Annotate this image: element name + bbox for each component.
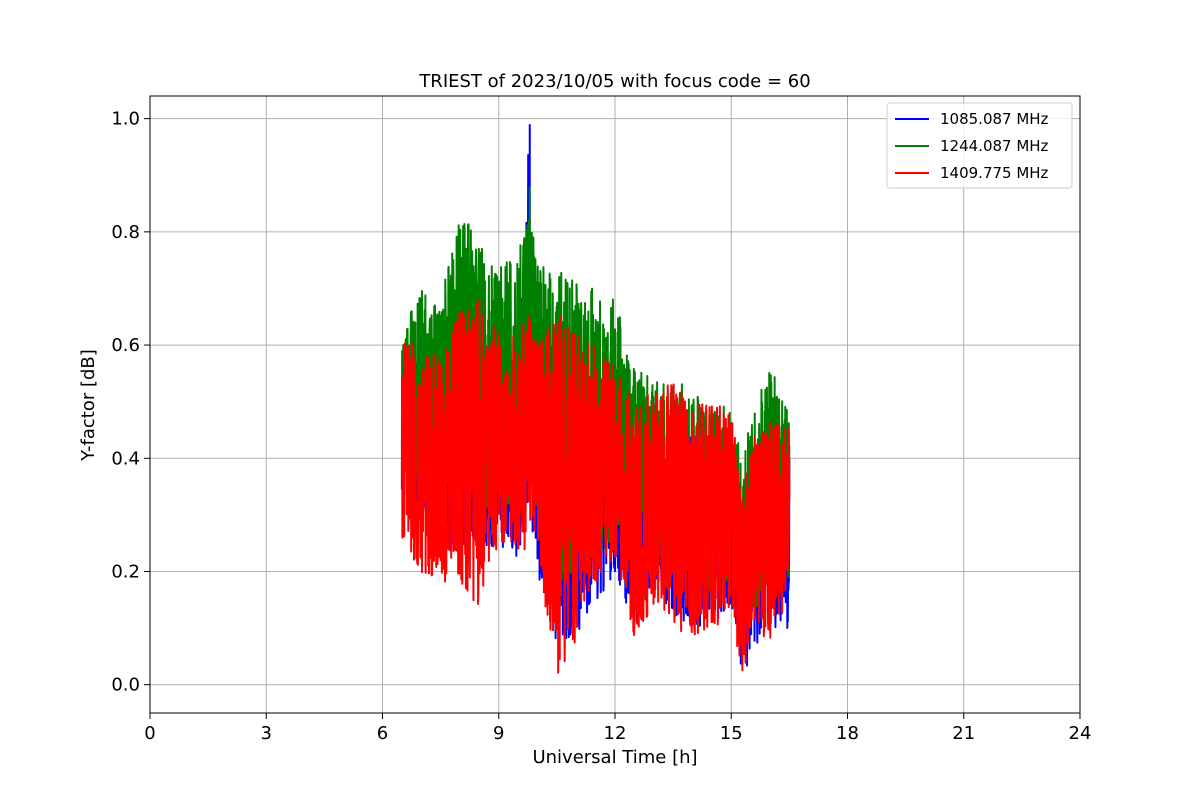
x-tick-label: 18 bbox=[836, 723, 859, 744]
y-tick-label: 0.0 bbox=[111, 675, 140, 696]
y-tick-label: 1.0 bbox=[111, 109, 140, 130]
y-tick-label: 0.6 bbox=[111, 335, 140, 356]
y-tick-label: 0.2 bbox=[111, 561, 140, 582]
legend-label-1: 1085.087 MHz bbox=[940, 110, 1049, 128]
x-tick-label: 12 bbox=[604, 723, 627, 744]
x-tick-label: 21 bbox=[952, 723, 975, 744]
plot-area bbox=[400, 124, 791, 674]
y-tick-label: 0.8 bbox=[111, 222, 140, 243]
legend-label-2: 1244.087 MHz bbox=[940, 137, 1049, 155]
legend-label-3: 1409.775 MHz bbox=[940, 164, 1049, 182]
x-tick-label: 24 bbox=[1069, 723, 1092, 744]
y-tick-label: 0.4 bbox=[111, 448, 140, 469]
chart-title: TRIEST of 2023/10/05 with focus code = 6… bbox=[418, 71, 810, 92]
x-tick-label: 9 bbox=[493, 723, 504, 744]
x-axis-label: Universal Time [h] bbox=[532, 747, 697, 768]
x-tick-label: 0 bbox=[144, 723, 155, 744]
legend: 1085.087 MHz 1244.087 MHz 1409.775 MHz bbox=[886, 102, 1073, 189]
x-axis-ticks: 0 3 6 9 12 15 18 21 24 bbox=[144, 713, 1091, 744]
series-line-3 bbox=[400, 299, 791, 674]
x-tick-label: 15 bbox=[720, 723, 743, 744]
y-axis-ticks: 0.0 0.2 0.4 0.6 0.8 1.0 bbox=[111, 109, 150, 696]
x-tick-label: 3 bbox=[261, 723, 272, 744]
legend-box bbox=[886, 102, 1073, 189]
y-axis-label: Y-factor [dB] bbox=[78, 349, 99, 462]
x-tick-label: 6 bbox=[377, 723, 388, 744]
